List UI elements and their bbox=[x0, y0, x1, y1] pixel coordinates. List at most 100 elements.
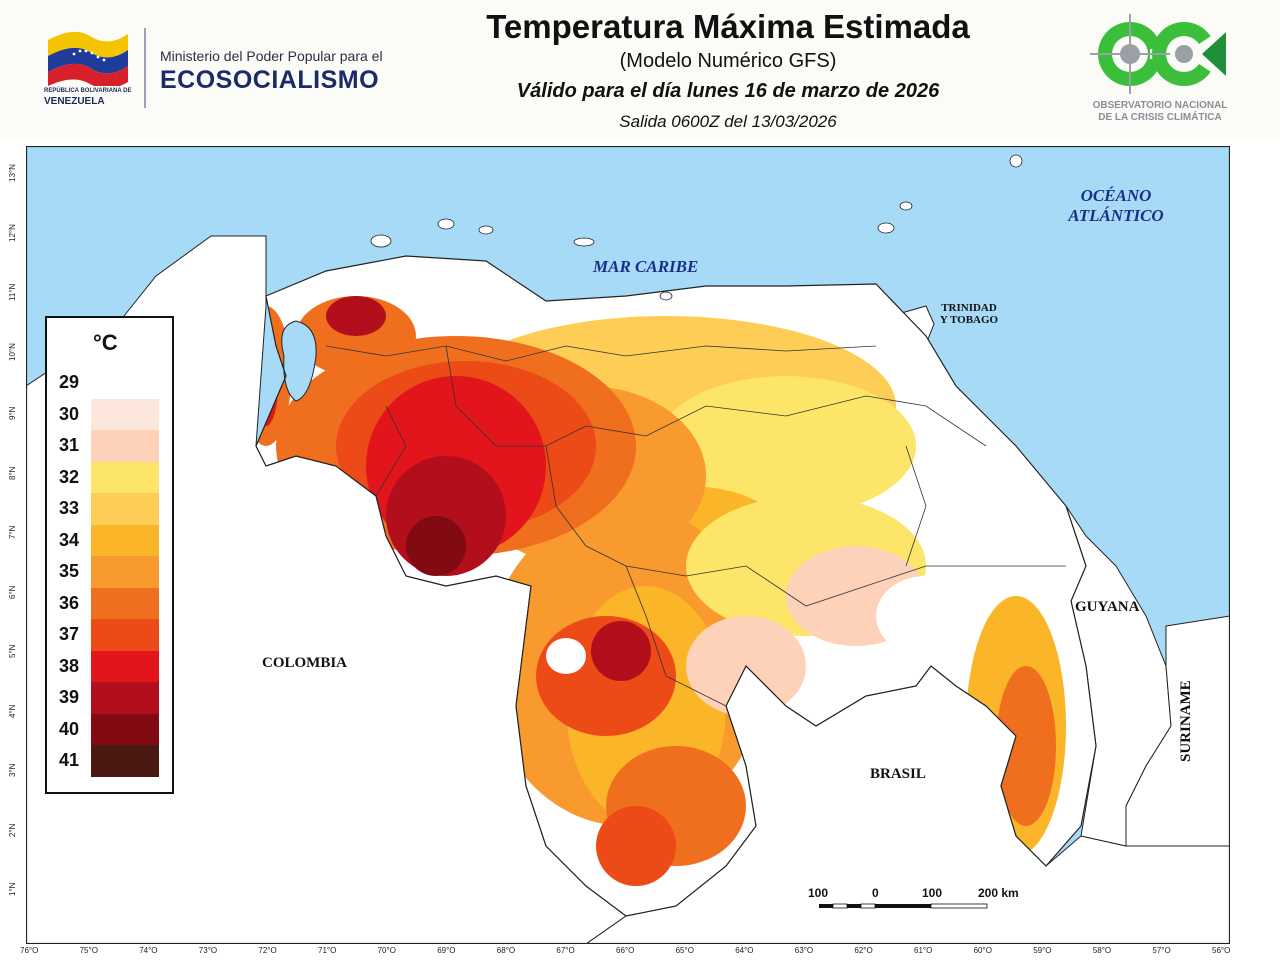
legend-swatch bbox=[91, 461, 159, 494]
venezuela-border bbox=[255, 255, 1097, 917]
observatory-label-line2: DE LA CRISIS CLIMÁTICA bbox=[1098, 112, 1222, 123]
latitude-tick-label: 11°N bbox=[8, 283, 17, 301]
longitude-tick-label: 73°O bbox=[198, 946, 218, 955]
legend-value: 36 bbox=[59, 592, 80, 613]
suriname-label: SURINAME bbox=[1178, 680, 1194, 762]
legend-row: 36 bbox=[47, 587, 167, 620]
legend-row: 39 bbox=[47, 682, 167, 714]
legend-swatch bbox=[91, 745, 159, 777]
legend-value: 39 bbox=[59, 687, 80, 707]
longitude-tick-label: 75°O bbox=[79, 946, 98, 955]
longitude-tick-label: 64°O bbox=[735, 946, 754, 955]
legend-swatch bbox=[91, 619, 159, 651]
legend-swatch bbox=[91, 367, 159, 399]
logo-divider bbox=[144, 28, 146, 108]
longitude-tick-label: 70°O bbox=[377, 946, 396, 955]
legend-value: 29 bbox=[59, 372, 80, 392]
lake-maracaibo bbox=[281, 320, 317, 402]
longitude-tick-label: 74°O bbox=[139, 946, 158, 955]
trinidad-label: TRINIDAD Y TOBAGO bbox=[936, 302, 1002, 326]
latitude-tick-label: 2°N bbox=[8, 823, 17, 837]
longitude-tick-label: 67°O bbox=[556, 946, 575, 955]
latitude-tick-label: 5°N bbox=[8, 644, 17, 658]
legend-swatch bbox=[91, 398, 159, 431]
legend-value: 35 bbox=[59, 561, 80, 581]
longitude-tick-label: 59°O bbox=[1033, 946, 1052, 955]
longitude-tick-label: 68°O bbox=[496, 946, 516, 955]
latitude-tick-label: 7°N bbox=[8, 525, 17, 539]
header-band bbox=[0, 0, 1280, 140]
ministry-logo: REPÚBLICA BOLIVARIANA DE VENEZUELA Minis… bbox=[40, 26, 385, 112]
legend-swatch bbox=[91, 713, 159, 746]
longitude-tick-label: 60°O bbox=[973, 946, 992, 955]
land-suriname bbox=[1125, 615, 1230, 847]
observatory-label-line1: OBSERVATORIO NACIONAL bbox=[1092, 100, 1228, 111]
longitude-tick-label: 71°O bbox=[318, 946, 337, 955]
sea-label: MAR CARIBE bbox=[593, 257, 699, 276]
latitude-tick-label: 1°N bbox=[8, 882, 17, 896]
legend-row: 35 bbox=[47, 556, 167, 588]
trinidad-label-line1: TRINIDAD bbox=[941, 302, 997, 314]
legend-value: 34 bbox=[59, 529, 80, 550]
longitude-tick-label: 57°O bbox=[1152, 946, 1171, 955]
republic-small-label: REPÚBLICA BOLIVARIANA DE bbox=[44, 88, 132, 94]
latitude-tick-label: 13°N bbox=[8, 164, 17, 182]
legend-value: 40 bbox=[59, 718, 80, 739]
trinidad-label-line2: Y TOBAGO bbox=[939, 314, 999, 326]
latitude-tick-label: 3°N bbox=[8, 763, 17, 777]
latitude-tick-label: 6°N bbox=[8, 585, 17, 599]
longitude-tick-label: 69°O bbox=[437, 946, 456, 955]
legend-row: 31 bbox=[47, 430, 167, 462]
state-borders bbox=[325, 345, 1066, 707]
legend-swatch bbox=[91, 682, 159, 714]
longitude-tick-label: 58°O bbox=[1092, 946, 1112, 955]
legend-row: 32 bbox=[47, 461, 167, 494]
legend-swatch bbox=[91, 430, 159, 462]
legend-row: 29 bbox=[47, 367, 167, 399]
republic-label: VENEZUELA bbox=[44, 96, 105, 107]
longitude-tick-label: 66°O bbox=[616, 946, 635, 955]
legend-row: 38 bbox=[47, 650, 167, 683]
legend-row: 34 bbox=[47, 524, 167, 557]
caribbean-islands bbox=[370, 154, 1023, 301]
longitude-tick-label: 61°O bbox=[914, 946, 933, 955]
latitude-tick-label: 8°N bbox=[8, 466, 17, 480]
valid-date: Válido para el día lunes 16 de marzo de … bbox=[516, 80, 940, 102]
legend-row: 33 bbox=[47, 493, 167, 525]
latitude-tick-label: 4°N bbox=[8, 704, 17, 718]
legend-value: 30 bbox=[59, 403, 80, 424]
page-subtitle: (Modelo Numérico GFS) bbox=[619, 50, 837, 72]
legend-value: 41 bbox=[59, 750, 80, 770]
longitude-tick-label: 76°O bbox=[20, 946, 39, 955]
temperature-field bbox=[256, 296, 1066, 886]
legend-unit: °C bbox=[93, 330, 118, 355]
longitude-tick-label: 62°O bbox=[854, 946, 873, 955]
legend-row: 37 bbox=[47, 619, 167, 651]
observatory-logo: OBSERVATORIO NACIONAL DE LA CRISIS CLIMÁ… bbox=[1080, 10, 1240, 130]
legend-row: 30 bbox=[47, 398, 167, 431]
brasil-label: BRASIL bbox=[870, 766, 926, 782]
longitude-tick-label: 56°O bbox=[1212, 946, 1231, 955]
venezuela-flag-icon bbox=[48, 31, 128, 86]
observatory-emblem-icon bbox=[1090, 14, 1226, 94]
guyana-label: GUYANA bbox=[1075, 599, 1140, 615]
legend-swatch bbox=[91, 587, 159, 620]
scale-label-100-left: 100 bbox=[808, 886, 829, 900]
legend-swatch bbox=[91, 493, 159, 525]
legend-row: 41 bbox=[47, 745, 167, 777]
scale-label-100: 100 bbox=[922, 886, 943, 900]
legend-swatch bbox=[91, 524, 159, 557]
ministry-top-label: Ministerio del Poder Popular para el bbox=[160, 48, 383, 64]
ocean-label-line2: ATLÁNTICO bbox=[1068, 206, 1164, 225]
scale-label-200: 200 km bbox=[978, 886, 1019, 900]
temperature-legend: °C 29 30 31 32 33 34 35 36 37 38 39 40 41 bbox=[45, 316, 174, 794]
ocean-label-line1: OCÉANO bbox=[1080, 186, 1152, 205]
longitude-tick-label: 72°O bbox=[258, 946, 277, 955]
legend-value: 32 bbox=[59, 466, 80, 487]
legend-value: 37 bbox=[59, 624, 80, 644]
legend-value: 31 bbox=[59, 435, 80, 455]
legend-swatch bbox=[91, 650, 159, 683]
legend-value: 38 bbox=[59, 655, 80, 676]
legend-value: 33 bbox=[59, 498, 80, 518]
latitude-tick-label: 12°N bbox=[8, 223, 17, 242]
